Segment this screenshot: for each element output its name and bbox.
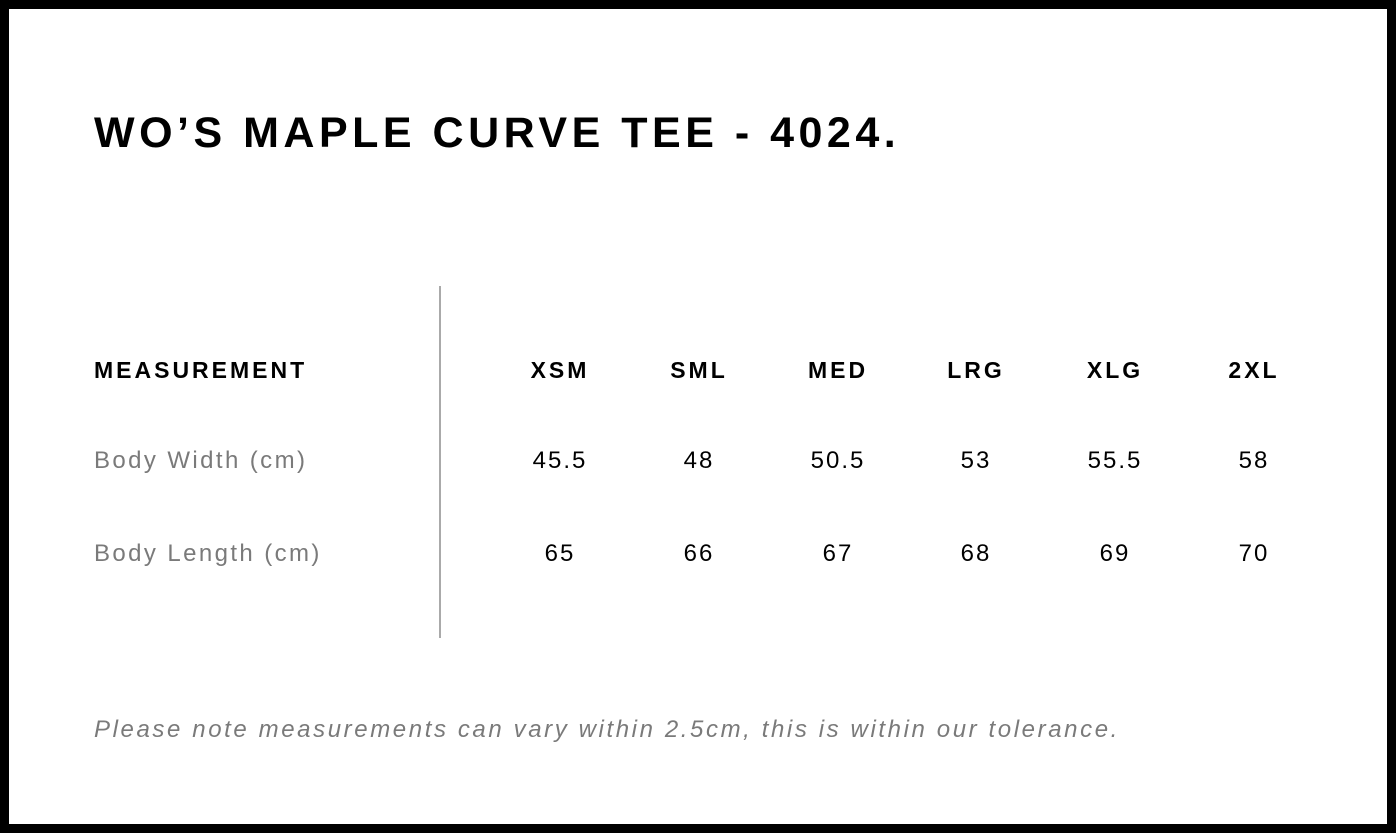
table-cell: 58 <box>1238 447 1270 474</box>
size-header-lrg: LRG <box>947 357 1005 383</box>
table-cell: 70 <box>1238 540 1270 567</box>
size-header-med: MED <box>807 357 869 383</box>
table-cell: 69 <box>1099 540 1131 567</box>
column-divider <box>439 286 441 638</box>
size-chart-card: WO’S MAPLE CURVE TEE - 4024. MEASUREMENT… <box>9 9 1387 824</box>
row-label-body-width: Body Width (cm) <box>94 447 308 474</box>
row-label-body-length: Body Length (cm) <box>94 540 322 567</box>
page-title: WO’S MAPLE CURVE TEE - 4024. <box>94 109 901 157</box>
table-cell: 50.5 <box>810 447 866 474</box>
table-cell: 48 <box>683 447 715 474</box>
table-cell: 53 <box>960 447 992 474</box>
table-cell: 55.5 <box>1087 447 1143 474</box>
size-header-xsm: XSM <box>530 357 590 383</box>
size-header-xlg: XLG <box>1086 357 1144 383</box>
size-header-sml: SML <box>670 357 728 383</box>
size-header-2xl: 2XL <box>1228 357 1280 383</box>
table-cell: 45.5 <box>532 447 588 474</box>
measurement-header: MEASUREMENT <box>94 357 308 383</box>
table-cell: 68 <box>960 540 992 567</box>
table-cell: 66 <box>683 540 715 567</box>
table-cell: 67 <box>822 540 854 567</box>
table-cell: 65 <box>544 540 576 567</box>
tolerance-note: Please note measurements can vary within… <box>94 716 1120 743</box>
